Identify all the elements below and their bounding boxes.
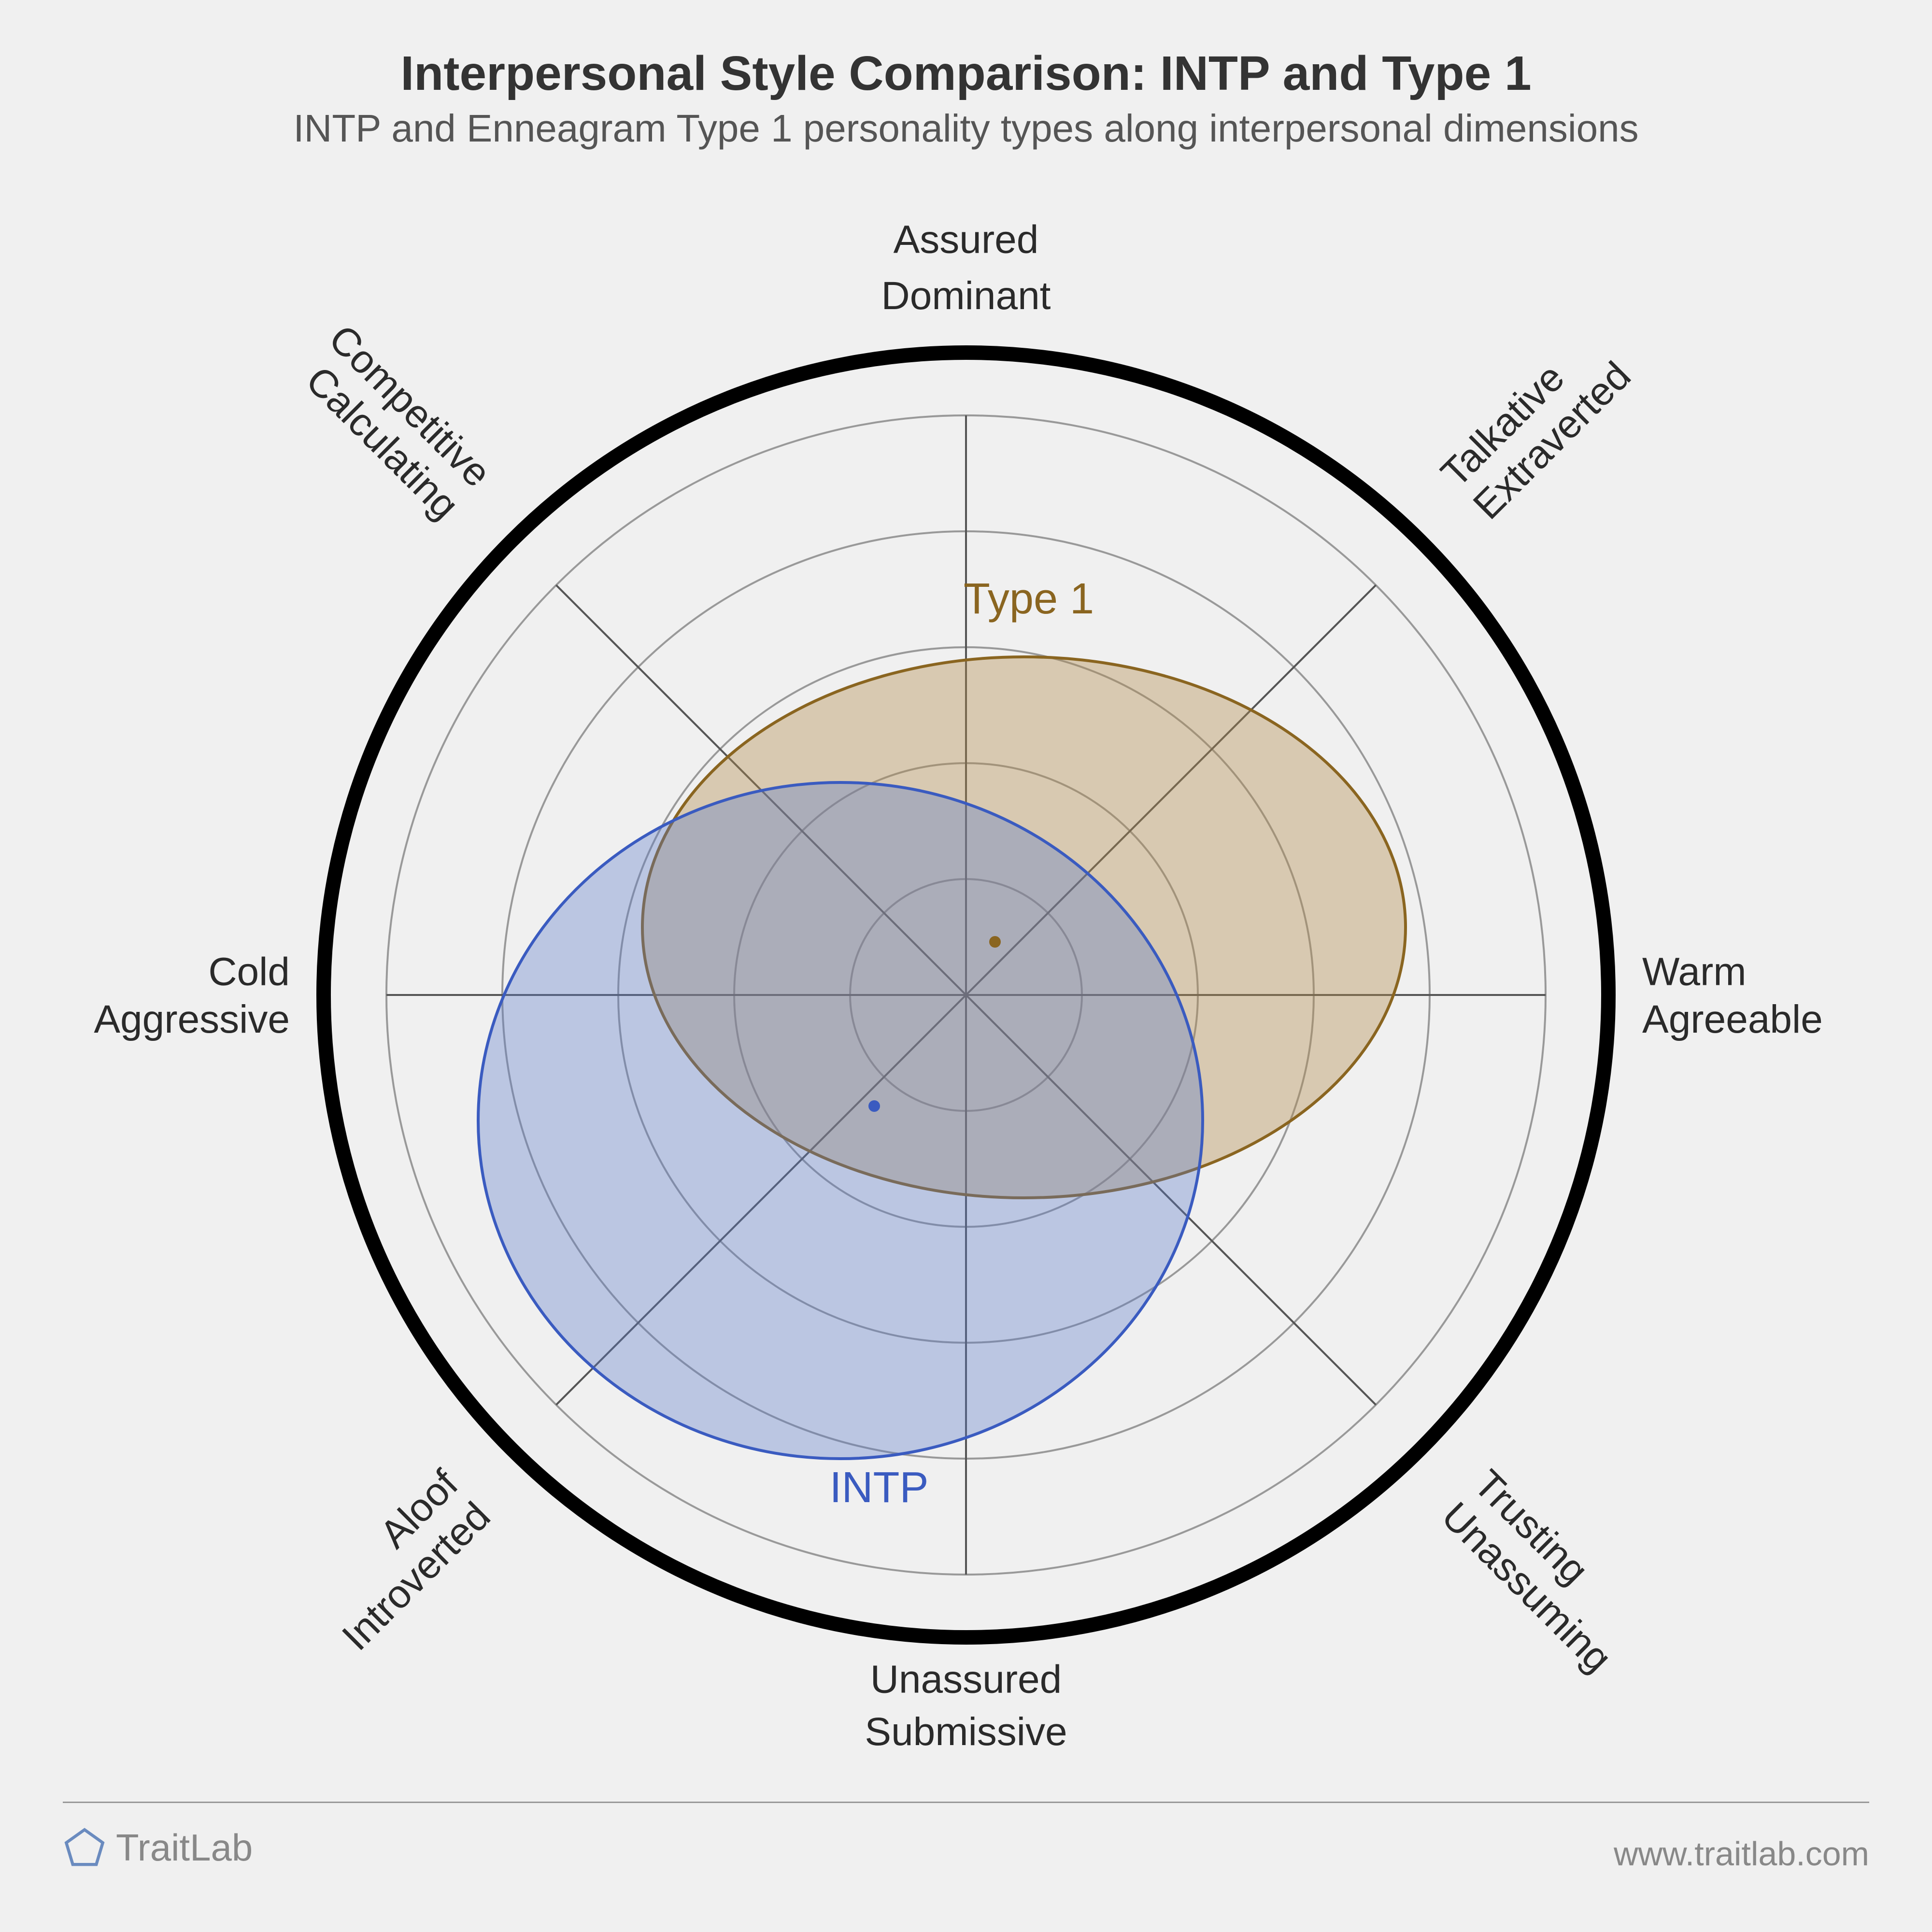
axis-label: Cold <box>208 950 290 994</box>
axis-label: Submissive <box>865 1710 1067 1754</box>
series-label: INTP <box>829 1463 928 1512</box>
axis-label: Aggressive <box>94 997 290 1041</box>
footer-url: www.traitlab.com <box>1614 1834 1869 1873</box>
series-intp <box>478 782 1203 1459</box>
series-dot <box>868 1100 880 1112</box>
brand-text: TraitLab <box>116 1826 253 1870</box>
axis-label: Dominant <box>881 274 1051 318</box>
series-label: Type 1 <box>964 575 1094 623</box>
circumplex-chart: Type 1 INTP Assured Dominant TalkativeExtrav… <box>0 0 1932 1932</box>
axis-label-group: TrustingUnassuming <box>1433 1462 1652 1680</box>
footer-brand: TraitLab <box>63 1826 253 1870</box>
axis-label: Agreeable <box>1642 997 1823 1041</box>
axis-label: Assured <box>894 218 1039 262</box>
axis-label: Unassured <box>870 1658 1062 1702</box>
axis-label-group: TalkativeExtraverted <box>1433 321 1639 528</box>
series-dot <box>989 936 1001 948</box>
footer-divider <box>63 1802 1869 1803</box>
chart-container: Interpersonal Style Comparison: INTP and… <box>0 0 1932 1932</box>
axis-label-group: CompetitiveCalculating <box>288 316 499 527</box>
axis-label: Warm <box>1642 950 1747 994</box>
axis-label-group: AloofIntroverted <box>301 1462 498 1659</box>
pentagon-logo-icon <box>63 1826 106 1870</box>
